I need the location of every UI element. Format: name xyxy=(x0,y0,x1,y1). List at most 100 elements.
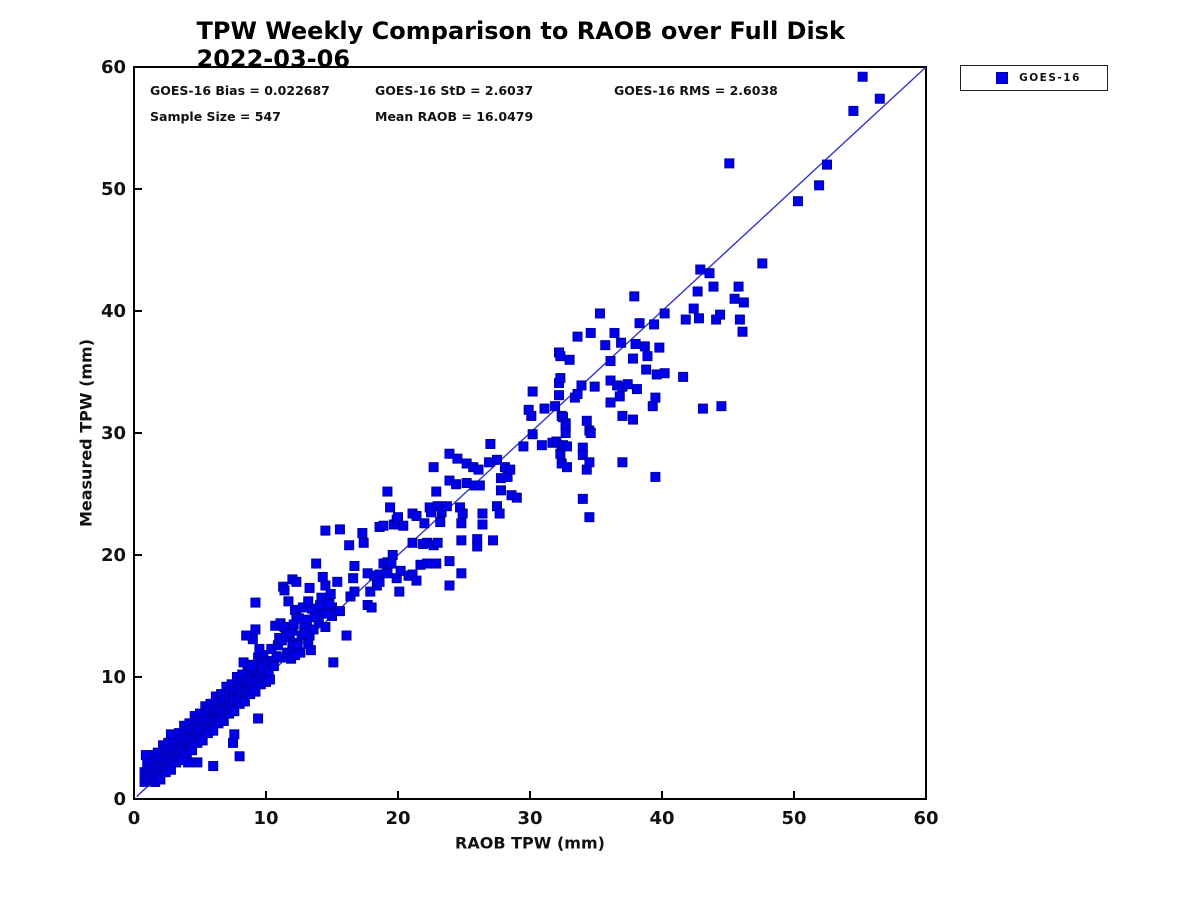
data-point xyxy=(473,464,484,475)
data-point xyxy=(431,558,442,569)
data-point xyxy=(757,258,768,269)
data-point xyxy=(208,725,219,736)
x-tick-label: 40 xyxy=(649,808,674,829)
data-point xyxy=(814,180,825,191)
data-point xyxy=(650,392,661,403)
data-point xyxy=(585,327,596,338)
data-point xyxy=(385,502,396,513)
data-point xyxy=(822,159,832,170)
data-point xyxy=(631,384,642,395)
stat-bias: GOES-16 Bias = 0.022687 xyxy=(150,83,330,98)
data-point xyxy=(589,381,600,392)
data-point xyxy=(630,338,641,349)
data-point xyxy=(358,537,369,548)
stat-rms: GOES-16 RMS = 2.6038 xyxy=(614,83,778,98)
data-point xyxy=(649,319,660,330)
data-point xyxy=(300,628,311,639)
data-point xyxy=(577,493,588,504)
data-point xyxy=(444,580,455,591)
data-point xyxy=(208,761,219,772)
data-point xyxy=(374,576,385,587)
data-point xyxy=(659,308,670,319)
data-point xyxy=(584,512,595,523)
data-point xyxy=(317,571,328,582)
legend-entry-label: GOES-16 xyxy=(1019,72,1081,84)
data-point xyxy=(328,657,339,668)
data-point xyxy=(554,390,565,401)
data-point xyxy=(382,568,393,579)
data-point xyxy=(291,576,302,587)
data-point xyxy=(642,351,653,362)
data-point xyxy=(436,507,447,518)
data-point xyxy=(432,537,443,548)
data-point xyxy=(729,293,740,304)
x-axis-label: RAOB TPW (mm) xyxy=(455,833,605,853)
data-point xyxy=(641,364,652,375)
data-point xyxy=(290,650,301,661)
y-tick-label: 30 xyxy=(101,423,126,444)
data-point xyxy=(393,512,403,523)
data-point xyxy=(294,613,304,624)
data-point xyxy=(561,462,572,473)
data-point xyxy=(253,713,264,724)
stat-std: GOES-16 StD = 2.6037 xyxy=(375,83,534,98)
data-point xyxy=(617,457,628,468)
data-point xyxy=(288,619,299,630)
data-point xyxy=(254,643,265,654)
data-point xyxy=(264,674,275,685)
data-point xyxy=(422,558,433,569)
data-point xyxy=(539,403,550,414)
data-point xyxy=(457,508,468,519)
legend-marker-square-icon xyxy=(996,72,1008,84)
x-tick-label: 0 xyxy=(128,808,141,829)
y-tick-label: 40 xyxy=(101,301,126,322)
data-point xyxy=(344,540,355,551)
data-point xyxy=(715,309,726,320)
data-point xyxy=(441,501,452,512)
data-point xyxy=(365,586,376,597)
data-point xyxy=(495,485,506,496)
data-point xyxy=(605,356,616,367)
data-point xyxy=(320,621,331,632)
data-point xyxy=(444,556,455,567)
data-point xyxy=(695,264,706,275)
data-point xyxy=(250,624,261,635)
data-point xyxy=(518,441,529,452)
data-point xyxy=(407,537,418,548)
x-tick-label: 10 xyxy=(253,808,278,829)
data-point xyxy=(680,314,691,325)
data-point xyxy=(165,764,176,775)
data-point xyxy=(650,471,661,482)
data-point xyxy=(334,524,345,535)
data-point xyxy=(228,737,238,748)
data-point xyxy=(678,371,689,382)
data-point xyxy=(738,297,749,308)
data-point xyxy=(386,558,397,569)
data-point xyxy=(435,517,446,528)
data-point xyxy=(647,401,658,412)
data-point xyxy=(325,589,336,600)
data-point xyxy=(332,576,343,587)
scatter-series xyxy=(139,71,885,787)
x-tick-label: 60 xyxy=(913,808,938,829)
y-tick-label: 50 xyxy=(101,179,126,200)
data-point xyxy=(366,602,377,613)
data-point xyxy=(279,585,290,596)
data-point xyxy=(697,403,708,414)
data-point xyxy=(426,507,436,518)
data-point xyxy=(452,453,463,464)
data-point xyxy=(218,715,229,726)
data-point xyxy=(616,337,627,348)
data-point xyxy=(140,750,151,761)
data-point xyxy=(378,520,389,531)
data-point xyxy=(187,745,198,756)
data-point xyxy=(349,560,360,571)
y-tick-label: 60 xyxy=(101,57,126,78)
data-point xyxy=(488,535,499,546)
data-point xyxy=(629,291,640,302)
stat-mean-raob: Mean RAOB = 16.0479 xyxy=(375,109,534,124)
data-point xyxy=(733,281,744,292)
data-point xyxy=(304,582,315,593)
data-point xyxy=(305,645,316,656)
